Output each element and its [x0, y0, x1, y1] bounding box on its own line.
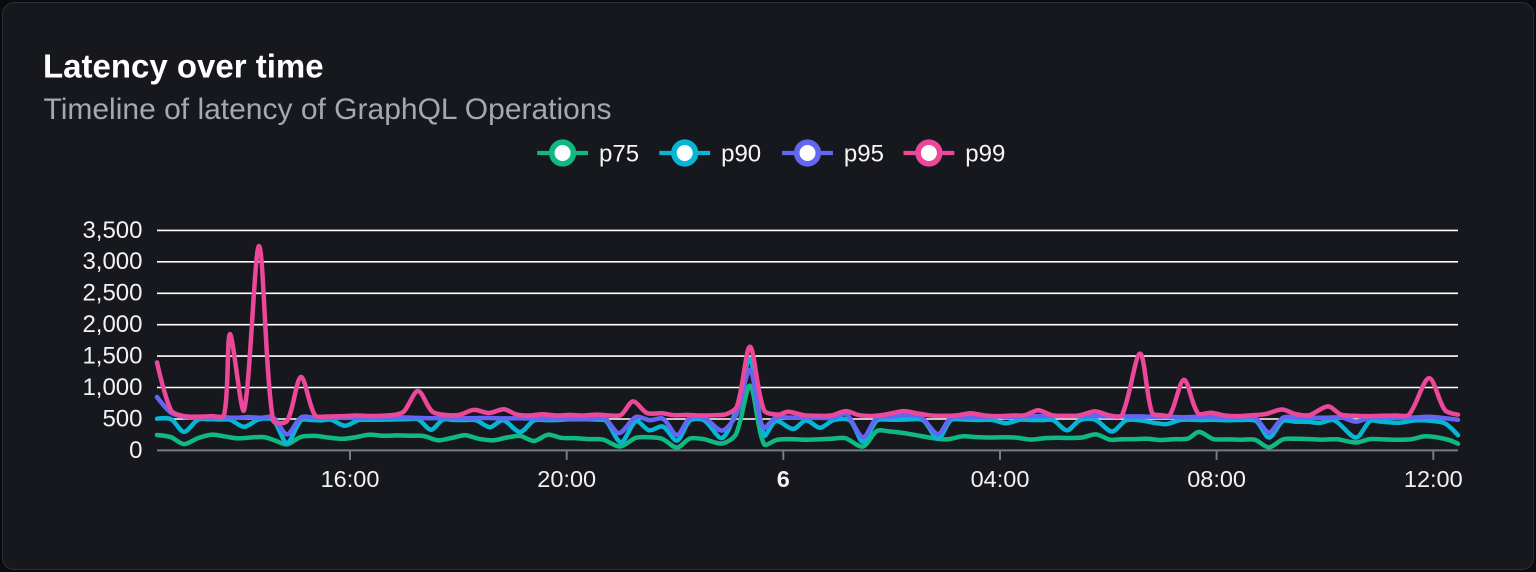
svg-text:3,500: 3,500	[82, 217, 142, 244]
svg-text:2,000: 2,000	[82, 311, 142, 338]
svg-text:Timeline of latency of GraphQL: Timeline of latency of GraphQL Operation…	[44, 93, 612, 126]
svg-text:20:00: 20:00	[537, 466, 596, 492]
svg-text:p99: p99	[965, 141, 1005, 168]
svg-text:p90: p90	[721, 141, 761, 168]
svg-text:12:00: 12:00	[1404, 466, 1463, 492]
svg-text:04:00: 04:00	[971, 466, 1030, 492]
svg-text:2,500: 2,500	[82, 280, 142, 307]
svg-text:Latency over time: Latency over time	[43, 48, 324, 85]
svg-text:16:00: 16:00	[321, 466, 380, 492]
svg-text:p75: p75	[599, 141, 639, 168]
svg-text:6: 6	[777, 466, 790, 492]
svg-text:p95: p95	[844, 141, 884, 168]
svg-text:08:00: 08:00	[1187, 466, 1246, 492]
svg-text:3,000: 3,000	[82, 248, 142, 275]
svg-text:0: 0	[129, 437, 142, 464]
svg-text:500: 500	[102, 405, 142, 432]
svg-text:1,500: 1,500	[82, 343, 142, 370]
svg-text:1,000: 1,000	[82, 374, 142, 401]
